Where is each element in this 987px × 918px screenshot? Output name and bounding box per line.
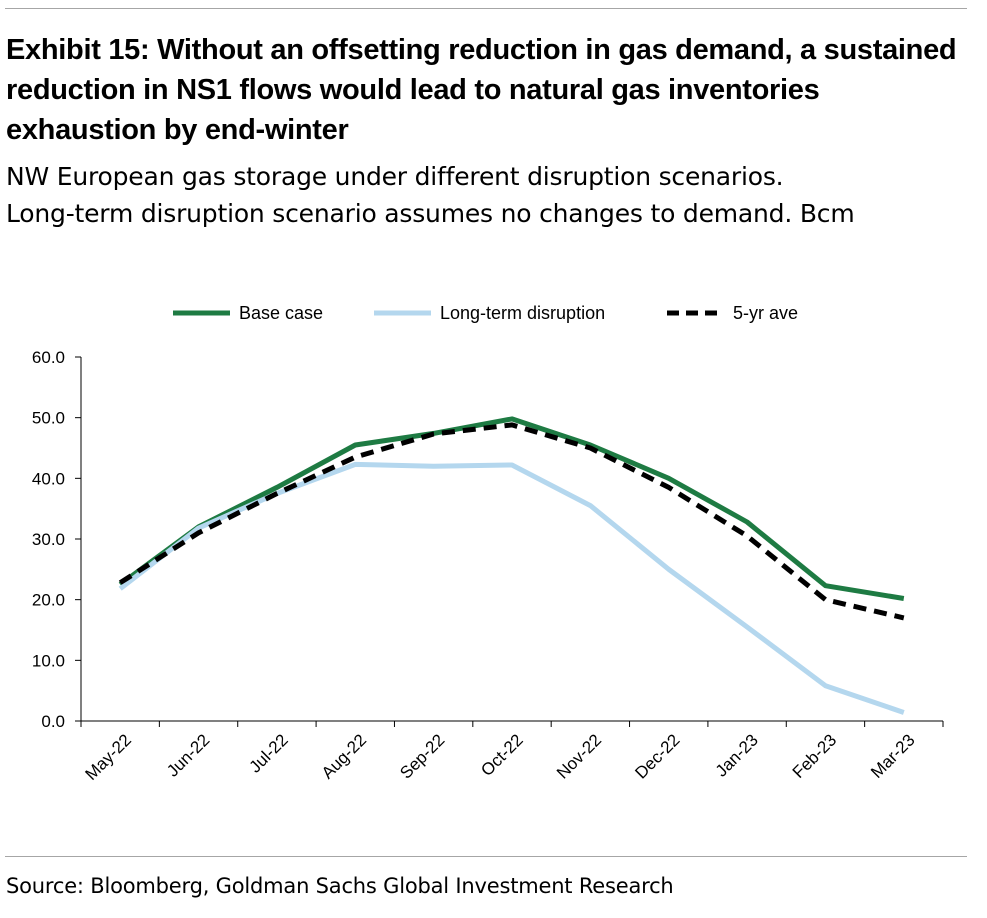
- legend-label-long-term-disruption: Long-term disruption: [440, 303, 605, 323]
- series-line-base-case: [118, 416, 905, 601]
- x-tick-label: Jun-22: [163, 730, 213, 780]
- x-tick-label: May-22: [81, 730, 135, 784]
- series-line-5-yr-ave: [118, 422, 905, 621]
- line-chart: Base case Long-term disruption 5-yr ave 0.…: [32, 303, 944, 784]
- exhibit-subtitle: NW European gas storage under different …: [6, 158, 966, 232]
- x-axis: May-22 Jun-22 Jul-22 Aug-22 Sep-22 Oct-22 Nov-…: [80, 720, 944, 784]
- x-tick-label: Aug-22: [318, 730, 370, 782]
- exhibit-title: Exhibit 15: Without an offsetting reduct…: [6, 34, 957, 146]
- x-tick-label: Feb-23: [789, 730, 841, 782]
- legend-label-5-yr-ave: 5-yr ave: [733, 303, 798, 323]
- x-tick-label: Oct-22: [477, 730, 527, 780]
- y-tick-label: 50.0: [32, 409, 65, 428]
- x-tick-label: Dec-22: [631, 730, 683, 782]
- x-tick-label: Sep-22: [396, 730, 448, 782]
- y-tick-label: 0.0: [41, 712, 65, 731]
- series-lines: [118, 416, 905, 715]
- x-tick-label: Mar-23: [867, 730, 919, 782]
- y-tick-label: 20.0: [32, 591, 65, 610]
- series-line-long-term-disruption: [118, 461, 905, 715]
- top-rule: [5, 8, 967, 9]
- subtitle-line-1: NW European gas storage under different …: [6, 162, 784, 191]
- chart-legend: Base case Long-term disruption 5-yr ave: [173, 303, 798, 323]
- bottom-rule: [5, 856, 967, 857]
- y-tick-label: 10.0: [32, 651, 65, 670]
- legend-label-base-case: Base case: [239, 303, 323, 323]
- y-tick-label: 60.0: [32, 348, 65, 367]
- x-tick-label: Nov-22: [553, 730, 605, 782]
- y-axis: 0.0 10.0 20.0 30.0 40.0 50.0 60.0: [32, 348, 82, 731]
- x-tick-label: Jul-22: [246, 730, 292, 776]
- source-note: Source: Bloomberg, Goldman Sachs Global …: [6, 874, 674, 898]
- x-tick-label: Jan-23: [712, 730, 762, 780]
- y-tick-label: 40.0: [32, 469, 65, 488]
- subtitle-line-2: Long-term disruption scenario assumes no…: [6, 199, 855, 228]
- y-tick-label: 30.0: [32, 530, 65, 549]
